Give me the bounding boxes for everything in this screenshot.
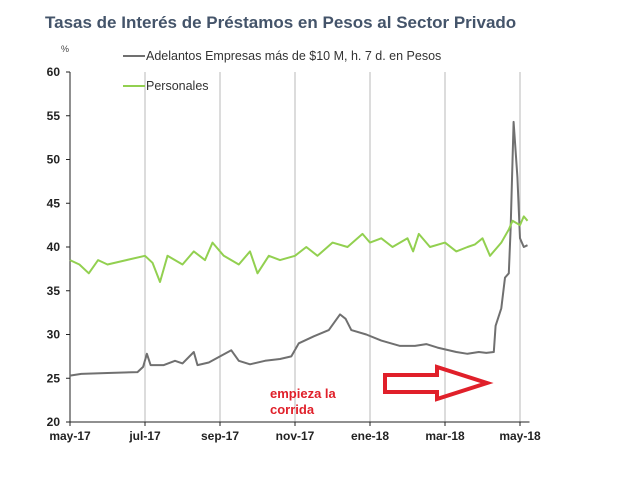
annotation-text-line2: corrida (270, 402, 315, 417)
x-tick-label: ene-18 (351, 429, 389, 443)
legend-label-personales: Personales (146, 79, 209, 93)
y-tick-label: 60 (47, 65, 61, 79)
red-arrow-icon (383, 364, 494, 402)
y-axis-unit: % (61, 44, 69, 54)
y-tick-label: 45 (47, 196, 61, 210)
x-tick-label: nov-17 (276, 429, 315, 443)
series-lines (69, 120, 529, 377)
y-tick-label: 50 (47, 153, 61, 167)
x-axis: may-17 jul-17 sep-17 nov-17 ene-18 mar-18 may-… (49, 421, 541, 443)
chart-title: Tasas de Interés de Préstamos en Pesos a… (45, 13, 516, 32)
y-tick-label: 30 (47, 328, 61, 342)
y-tick-label: 40 (47, 240, 61, 254)
x-tick-label: jul-17 (128, 429, 161, 443)
y-tick-label: 55 (47, 109, 61, 123)
y-tick-label: 20 (47, 415, 61, 429)
x-tick-label: sep-17 (201, 429, 239, 443)
x-tick-label: may-17 (49, 429, 91, 443)
legend-label-adelantos: Adelantos Empresas más de $10 M, h. 7 d.… (146, 49, 441, 63)
y-axis: 20 25 30 35 40 45 50 55 60 (47, 65, 71, 429)
x-tick-label: may-18 (499, 429, 541, 443)
gridlines (144, 72, 521, 422)
annotation: empieza la corrida (270, 364, 494, 417)
y-tick-label: 25 (47, 371, 61, 385)
legend: Adelantos Empresas más de $10 M, h. 7 d.… (123, 49, 441, 93)
y-tick-label: 35 (47, 284, 61, 298)
annotation-text-line1: empieza la (270, 386, 337, 401)
series-line-personales (69, 215, 529, 283)
x-tick-label: mar-18 (425, 429, 465, 443)
series-line-adelantos (69, 120, 528, 377)
